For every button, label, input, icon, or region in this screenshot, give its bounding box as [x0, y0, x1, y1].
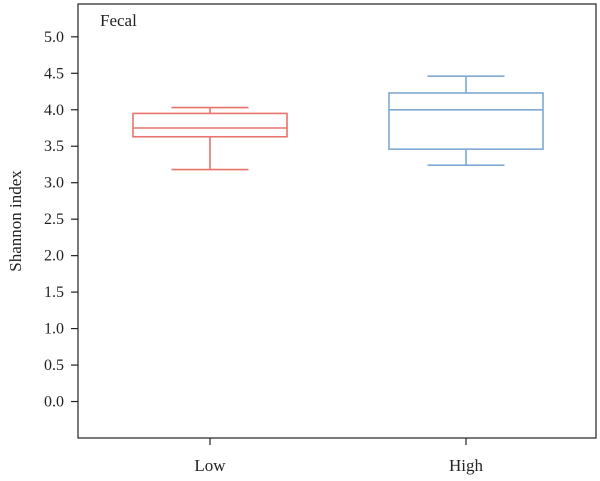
iqr-box [132, 112, 288, 138]
x-tick-label-low: Low [194, 456, 226, 475]
x-axis-ticks: Low High [194, 438, 484, 475]
y-tick-label: 1.0 [44, 321, 64, 338]
y-tick-label: 1.5 [44, 284, 64, 301]
y-tick-label: 0.5 [44, 357, 64, 374]
panel-label: Fecal [100, 11, 137, 30]
box-low [132, 106, 288, 171]
plot-frame [77, 3, 597, 439]
x-tick-label-high: High [449, 456, 484, 475]
y-tick-label: 4.0 [44, 102, 64, 119]
y-axis-ticks: 0.0 0.5 1.0 1.5 2.0 2.5 3.0 3.5 4.0 4.5 5.0 [44, 29, 78, 411]
boxes-layer [132, 75, 544, 171]
y-axis-label: Shannon index [6, 170, 25, 272]
y-tick-label: 2.0 [44, 248, 64, 265]
y-tick-label: 2.5 [44, 211, 64, 228]
iqr-box [388, 92, 544, 150]
y-tick-label: 3.0 [44, 175, 64, 192]
y-tick-label: 4.5 [44, 65, 64, 82]
box-high [388, 75, 544, 166]
y-tick-label: 3.5 [44, 138, 64, 155]
y-tick-label: 0.0 [44, 394, 64, 411]
y-tick-label: 5.0 [44, 29, 64, 46]
